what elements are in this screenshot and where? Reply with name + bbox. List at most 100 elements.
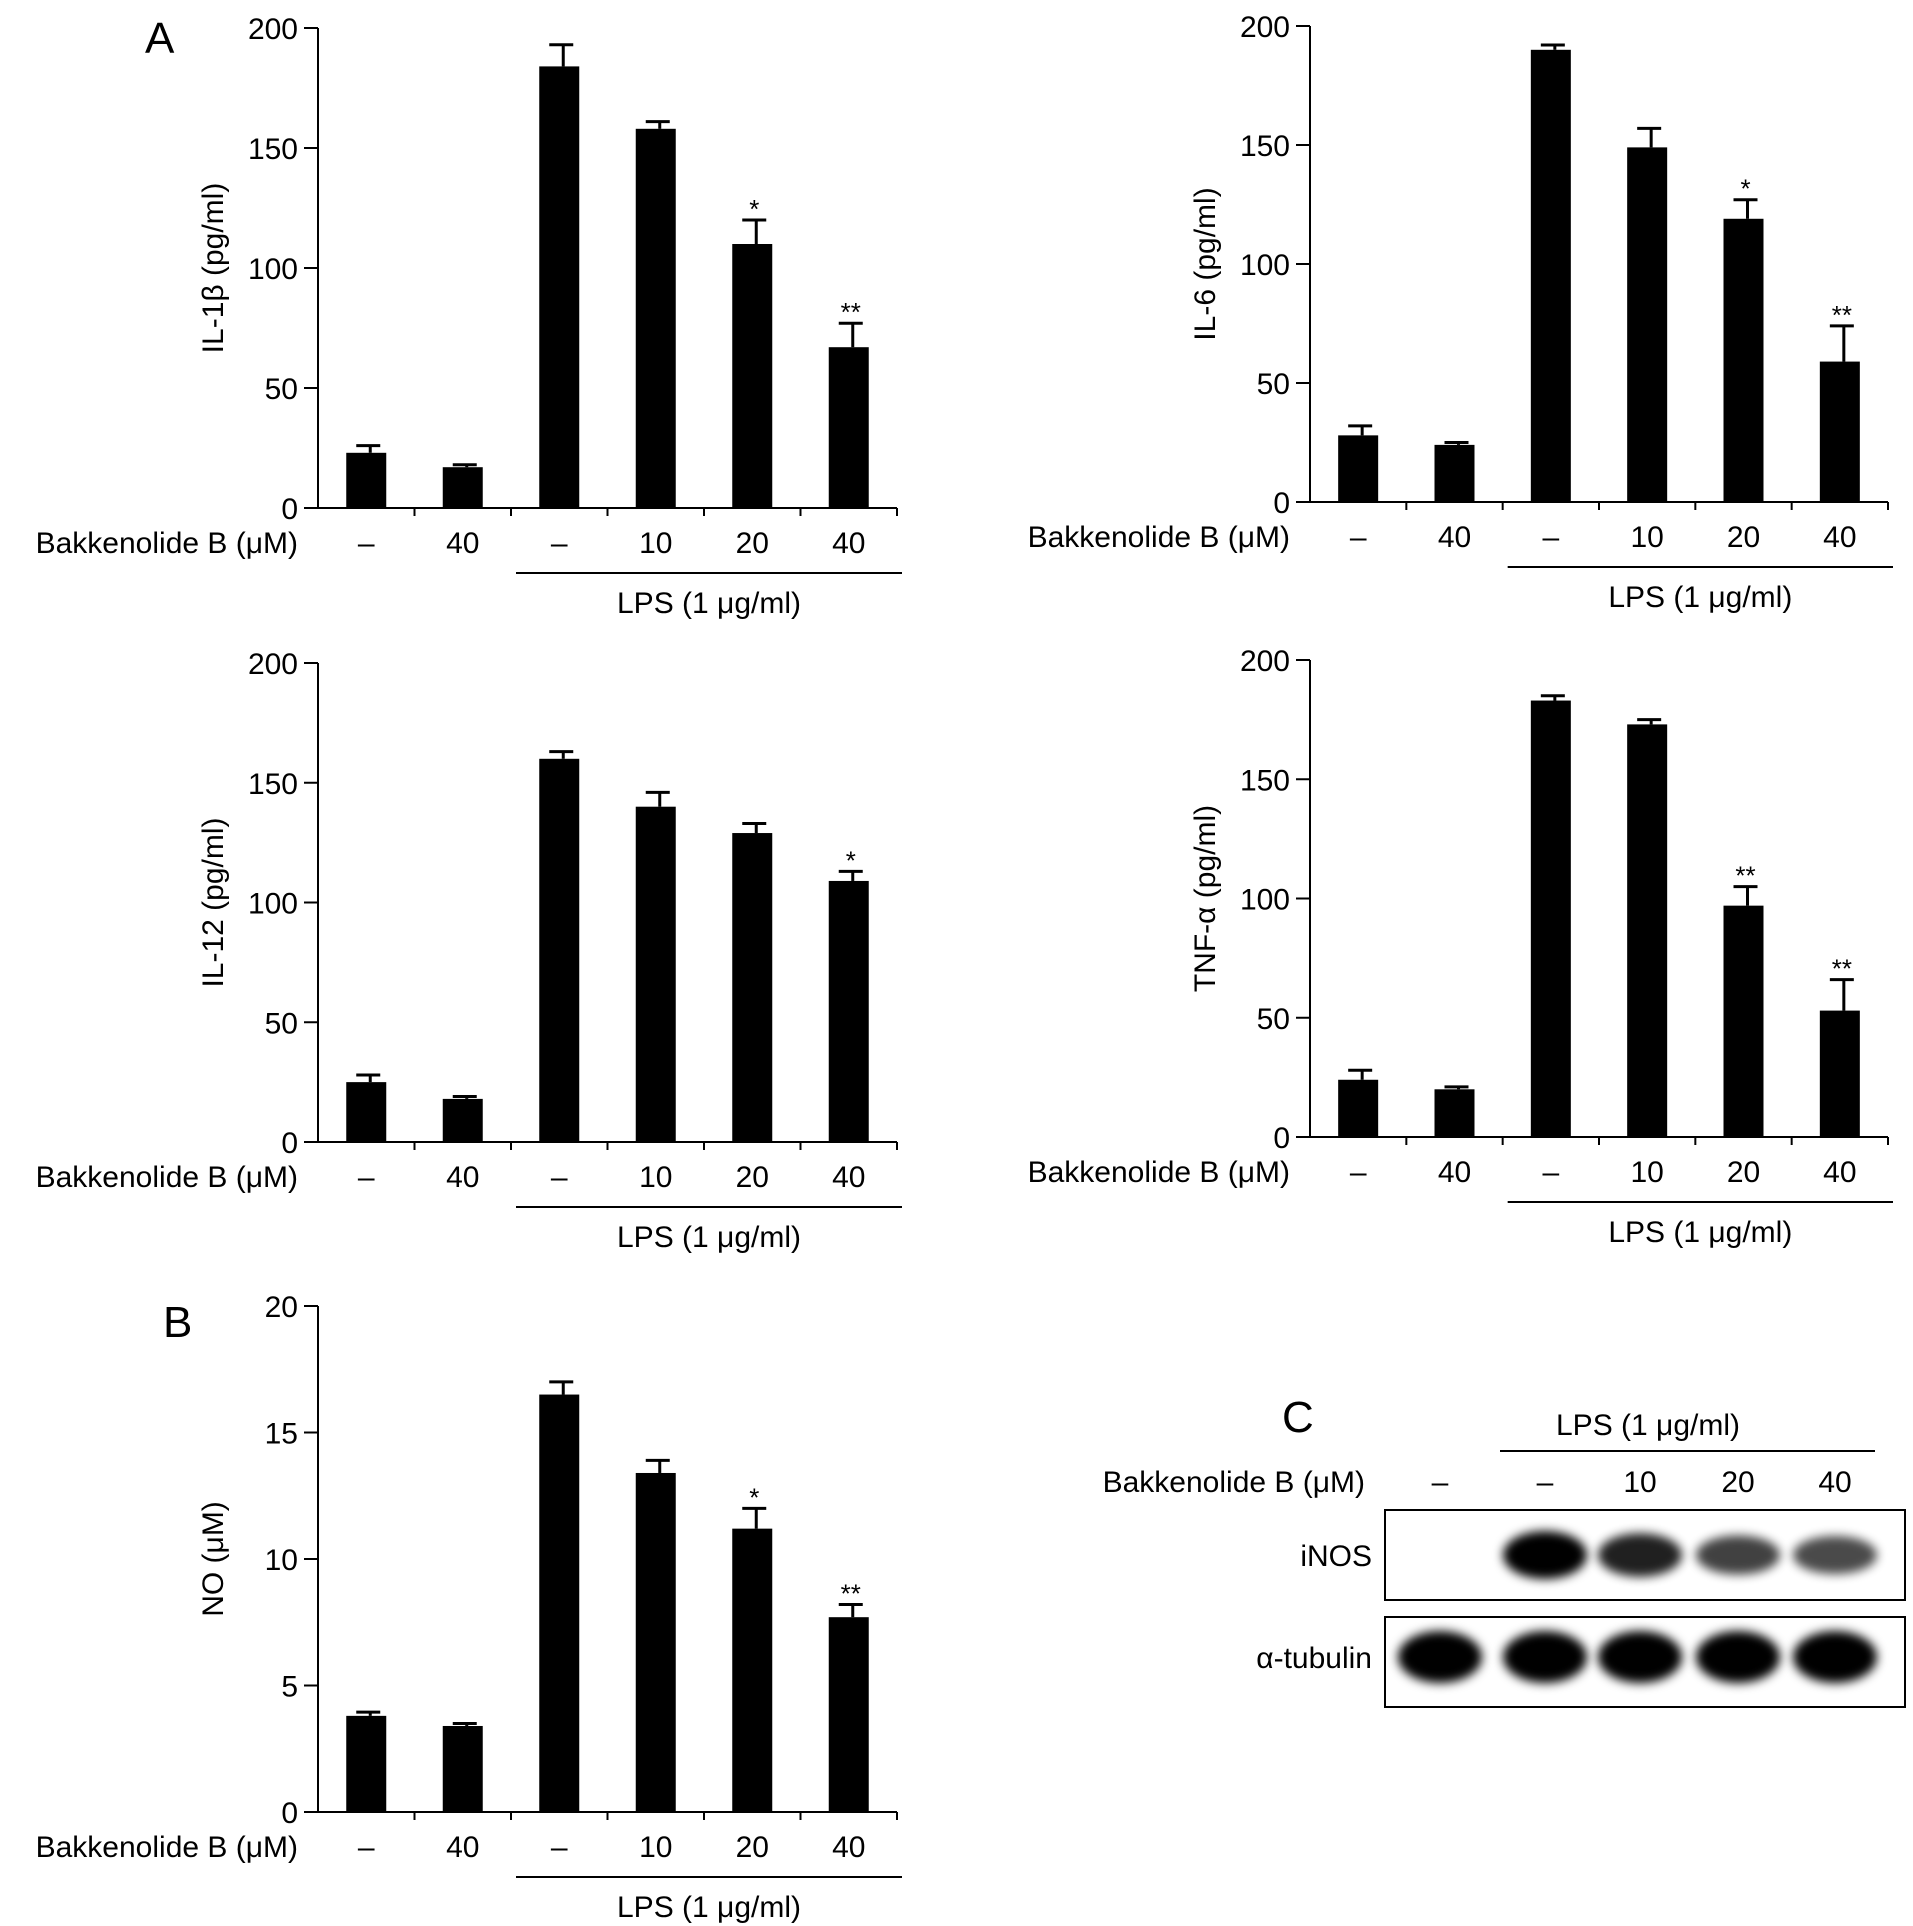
lps-group-label: LPS (1 μg/ml) [1608, 1216, 1792, 1249]
category-label: – [1542, 1156, 1559, 1189]
category-label: 20 [736, 1161, 769, 1194]
chart-il1b: 0 50 100 150 200 IL-1β (pg/ml) – 40 – 10 * 20 ** 40 Ba… [36, 13, 902, 620]
bar [539, 758, 580, 1142]
bar [1434, 1089, 1475, 1137]
category-label: 10 [639, 1161, 672, 1194]
y-tick-label: 0 [1273, 487, 1290, 520]
y-tick-label: 100 [1240, 884, 1290, 917]
blot-band [1398, 1631, 1482, 1683]
bar [346, 1715, 387, 1812]
blot-lane-label: 20 [1721, 1466, 1754, 1499]
blot-lane-label: – [1537, 1466, 1554, 1499]
bar [1819, 361, 1860, 502]
bar [828, 880, 869, 1142]
chart-tnfa: 0 50 100 150 200 TNF-α (pg/ml) – 40 – 10 ** 20 ** 40 B… [1028, 645, 1893, 1249]
category-label: 20 [736, 527, 769, 560]
category-label: 20 [1727, 521, 1760, 554]
category-label: – [551, 1161, 568, 1194]
lps-group-label: LPS (1 μg/ml) [1608, 581, 1792, 614]
bar [1627, 147, 1668, 502]
bar [635, 806, 676, 1142]
blot-lane-label: 40 [1818, 1466, 1851, 1499]
category-label: 40 [446, 1161, 479, 1194]
bar [1819, 1010, 1860, 1137]
y-tick-label: 10 [265, 1544, 298, 1577]
y-tick-label: 100 [248, 888, 298, 921]
bar [1338, 1079, 1379, 1137]
bar [1338, 435, 1379, 502]
significance-mark: ** [1832, 954, 1852, 984]
y-tick-label: 100 [1240, 249, 1290, 282]
y-axis-title: NO (μM) [197, 1501, 230, 1617]
significance-mark: * [1740, 174, 1750, 204]
lps-group-label: LPS (1 μg/ml) [617, 1221, 801, 1254]
category-label: – [551, 1831, 568, 1864]
category-label: 10 [639, 527, 672, 560]
significance-mark: ** [841, 297, 861, 327]
bar [442, 1098, 483, 1142]
y-tick-label: 50 [1257, 1003, 1290, 1036]
bar [442, 1725, 483, 1812]
bar [346, 1082, 387, 1142]
category-label: – [1542, 521, 1559, 554]
bar [1723, 218, 1764, 502]
y-tick-label: 0 [281, 493, 298, 526]
bar [732, 244, 773, 508]
category-label: 40 [446, 527, 479, 560]
blot-band-label: α-tubulin [1256, 1642, 1372, 1675]
bar [732, 1528, 773, 1812]
category-label: 40 [1823, 1156, 1856, 1189]
category-label: – [358, 1831, 375, 1864]
bar [539, 1394, 580, 1812]
category-label: 40 [446, 1831, 479, 1864]
y-tick-label: 20 [265, 1291, 298, 1324]
y-axis-title: IL-1β (pg/ml) [197, 183, 230, 354]
treatment-row-label: Bakkenolide B (μM) [1028, 521, 1290, 554]
y-tick-label: 50 [1257, 368, 1290, 401]
significance-mark: * [749, 1482, 759, 1512]
bar [346, 452, 387, 508]
y-axis-title: IL-12 (pg/ml) [197, 817, 230, 987]
y-tick-label: 0 [281, 1797, 298, 1830]
category-label: 40 [832, 527, 865, 560]
lps-group-label: LPS (1 μg/ml) [617, 1891, 801, 1924]
bar [828, 347, 869, 508]
significance-mark: ** [1832, 300, 1852, 330]
significance-mark: * [846, 845, 856, 875]
category-label: 10 [1630, 1156, 1663, 1189]
category-label: – [1350, 1156, 1367, 1189]
y-tick-label: 15 [265, 1418, 298, 1451]
blot-row-label: Bakkenolide B (μM) [1103, 1466, 1365, 1499]
y-axis-title: TNF-α (pg/ml) [1189, 805, 1222, 992]
chart-il12: 0 50 100 150 200 IL-12 (pg/ml) – 40 – 10 20 * 40 Bakk… [36, 648, 902, 1254]
category-label: 10 [639, 1831, 672, 1864]
category-label: – [358, 527, 375, 560]
y-tick-label: 200 [1240, 645, 1290, 678]
bar [1530, 700, 1571, 1137]
treatment-row-label: Bakkenolide B (μM) [1028, 1156, 1290, 1189]
blot-band [1598, 1631, 1682, 1683]
y-tick-label: 150 [248, 133, 298, 166]
category-label: 40 [1438, 521, 1471, 554]
bar [1530, 49, 1571, 503]
bar [539, 66, 580, 509]
category-label: – [1350, 521, 1367, 554]
y-tick-label: 0 [281, 1127, 298, 1160]
bar [1723, 905, 1764, 1137]
y-tick-label: 50 [265, 1007, 298, 1040]
blot-band [1696, 1631, 1780, 1683]
significance-mark: * [749, 194, 759, 224]
y-tick-label: 150 [1240, 130, 1290, 163]
bar [732, 833, 773, 1142]
blot-lane-label: – [1432, 1466, 1449, 1499]
blot-band [1503, 1631, 1587, 1683]
chart-il6: 0 50 100 150 200 IL-6 (pg/ml) – 40 – 10 * 20 ** 40 Bak… [1028, 11, 1893, 614]
y-tick-label: 200 [248, 648, 298, 681]
significance-mark: ** [841, 1579, 861, 1609]
bar [1434, 444, 1475, 502]
y-tick-label: 100 [248, 253, 298, 286]
category-label: 40 [1438, 1156, 1471, 1189]
y-axis-title: IL-6 (pg/ml) [1189, 187, 1222, 340]
y-tick-label: 0 [1273, 1122, 1290, 1155]
